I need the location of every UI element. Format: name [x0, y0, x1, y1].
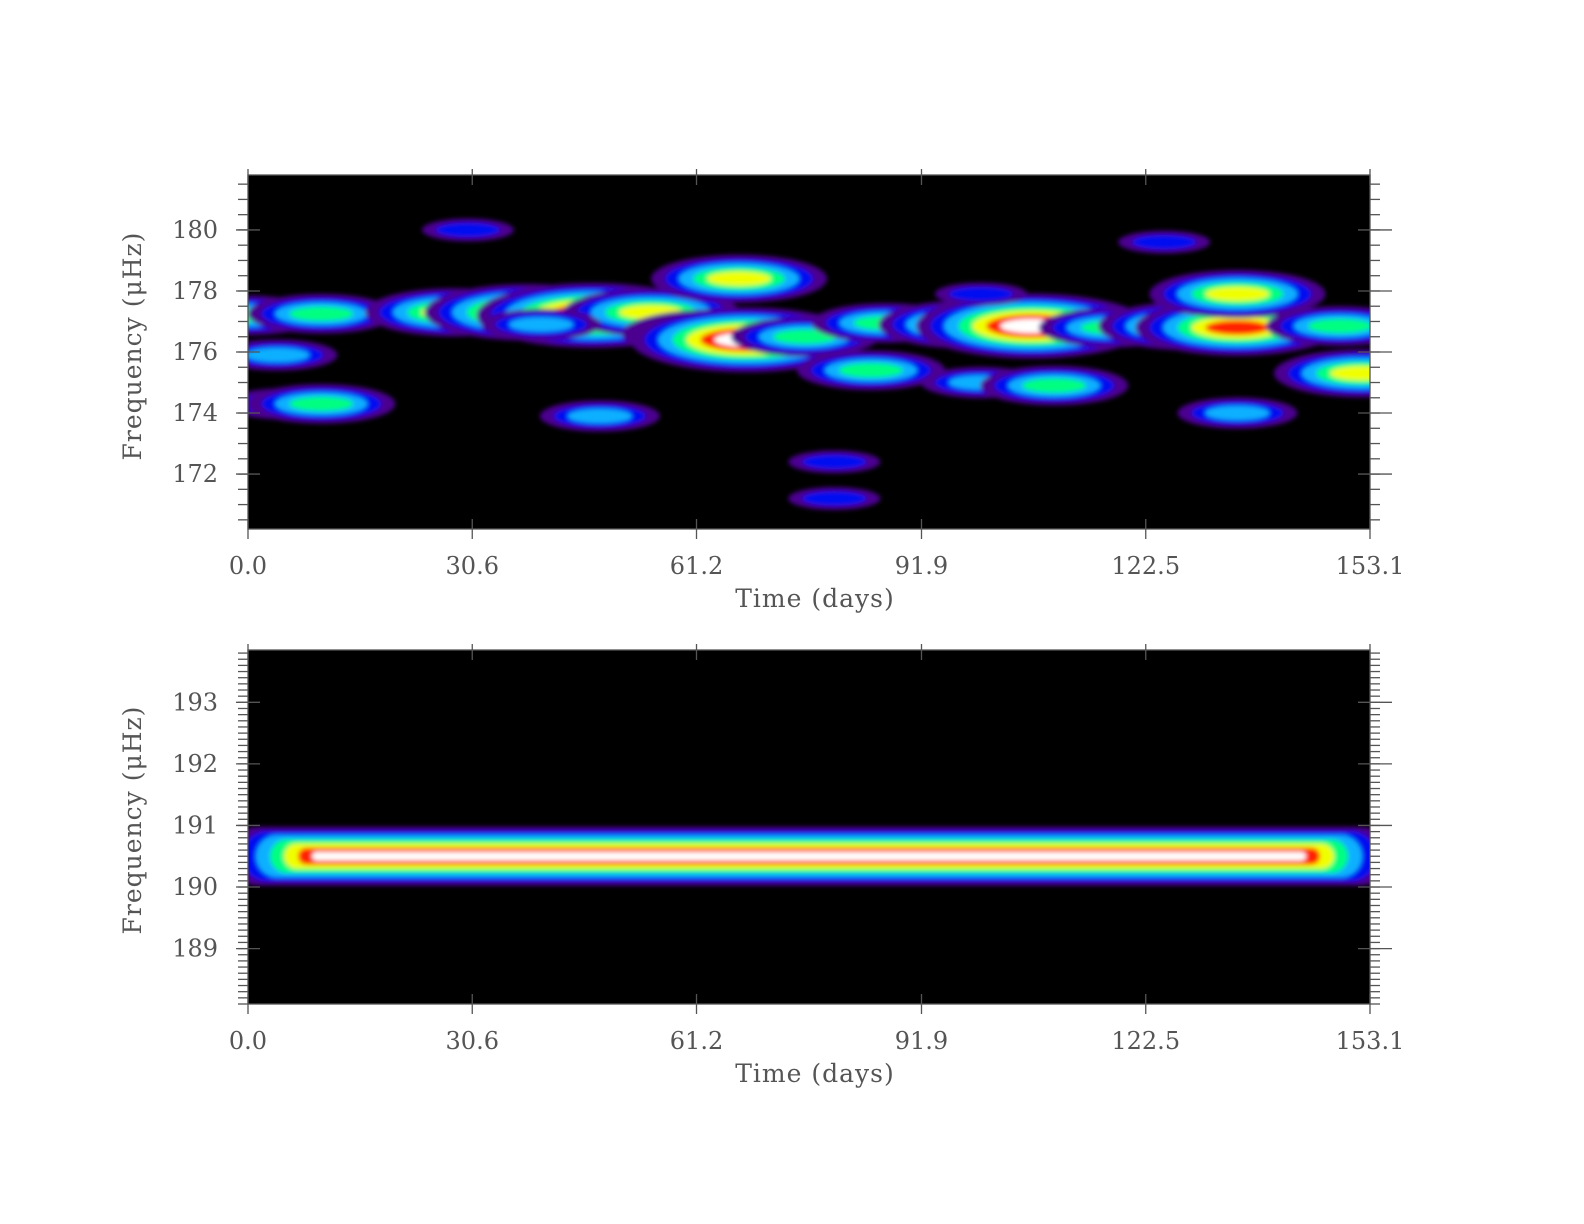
contour-level	[1205, 405, 1270, 421]
contour-level	[435, 222, 500, 238]
contour-level	[509, 317, 574, 332]
contour-layer-bottom	[248, 826, 1370, 886]
contour-feature	[248, 384, 396, 424]
contour-level	[707, 271, 772, 286]
contour-level	[248, 347, 310, 363]
contour-feature	[651, 254, 828, 303]
contour-level	[1132, 234, 1197, 250]
x-tick-label: 91.9	[895, 552, 948, 580]
y-axis-label-top: Frequency (μHz)	[118, 232, 147, 461]
contour-feature	[796, 350, 945, 391]
y-tick-label: 190	[172, 873, 218, 901]
y-ticks-top	[236, 183, 1392, 521]
contour-level	[802, 454, 867, 470]
x-tick-label: 30.6	[446, 1027, 499, 1055]
x-tick-labels-top: 0.0 30.6 61.2 91.9 122.5 153.1	[229, 552, 1404, 580]
contour-level	[312, 852, 1306, 861]
x-tick-label: 122.5	[1111, 1027, 1180, 1055]
x-tick-label: 0.0	[229, 1027, 267, 1055]
contour-level	[1329, 366, 1370, 381]
contour-level	[1307, 318, 1370, 334]
x-tick-label: 153.1	[1336, 1027, 1405, 1055]
contour-feature	[539, 400, 660, 432]
plot-frame-bottom	[247, 649, 1371, 1005]
contour-level	[567, 408, 632, 424]
contour-feature	[481, 308, 602, 341]
contour-feature	[1118, 230, 1211, 254]
contour-level	[772, 329, 837, 344]
y-tick-label: 192	[172, 750, 218, 778]
contour-feature	[248, 294, 396, 334]
x-axis-label-bottom: Time (days)	[735, 1059, 895, 1088]
x-tick-label: 91.9	[895, 1027, 948, 1055]
contour-feature	[934, 282, 1027, 306]
y-tick-label: 191	[172, 811, 218, 839]
x-tick-labels-bottom: 0.0 30.6 61.2 91.9 122.5 153.1	[229, 1027, 1404, 1055]
x-tick-label: 30.6	[446, 552, 499, 580]
y-tick-labels-bottom: 189 190 191 192 193	[172, 688, 218, 962]
contour-level	[289, 306, 354, 322]
y-tick-label: 174	[172, 399, 218, 427]
y-tick-labels-top: 172 174 176 178 180	[172, 216, 218, 488]
y-tick-label: 180	[172, 216, 218, 244]
x-tick-label: 61.2	[670, 1027, 723, 1055]
y-tick-label: 172	[172, 460, 218, 488]
y-ticks-bottom	[236, 652, 1392, 1005]
x-axis-label-top: Time (days)	[735, 584, 895, 613]
x-tick-label: 153.1	[1336, 552, 1405, 580]
contour-feature	[788, 450, 881, 474]
x-tick-label: 61.2	[670, 552, 723, 580]
contour-level	[838, 363, 903, 378]
contour-feature	[1149, 270, 1326, 319]
x-tick-label: 122.5	[1111, 552, 1180, 580]
contour-level	[1205, 320, 1270, 335]
contour-level	[802, 491, 867, 506]
contour-feature	[1177, 397, 1298, 429]
y-axis-label-bottom: Frequency (μHz)	[118, 706, 147, 935]
contour-level	[289, 396, 354, 412]
contour-feature	[980, 365, 1129, 406]
contour-feature	[788, 487, 881, 510]
panel-top: 0.0 30.6 61.2 91.9 122.5 153.1 172 174 176 178 18…	[118, 169, 1404, 613]
contour-level	[948, 286, 1013, 302]
contour-feature	[248, 339, 338, 371]
y-tick-label: 193	[172, 688, 218, 716]
x-ticks-bottom	[247, 644, 1371, 1014]
contour-feature	[421, 218, 514, 242]
y-tick-label: 189	[172, 935, 218, 963]
contour-feature	[1273, 349, 1370, 398]
x-tick-label: 0.0	[229, 552, 267, 580]
contour-level	[1205, 286, 1270, 302]
contour-layer-top	[248, 218, 1370, 510]
x-ticks-top	[247, 169, 1371, 539]
y-tick-label: 178	[172, 277, 218, 305]
contour-feature	[248, 826, 1370, 886]
contour-level	[1022, 378, 1087, 393]
panel-bottom: 0.0 30.6 61.2 91.9 122.5 153.1 189 190 191 192 19…	[118, 644, 1404, 1088]
y-tick-label: 176	[172, 338, 218, 366]
contour-feature	[1265, 306, 1370, 346]
